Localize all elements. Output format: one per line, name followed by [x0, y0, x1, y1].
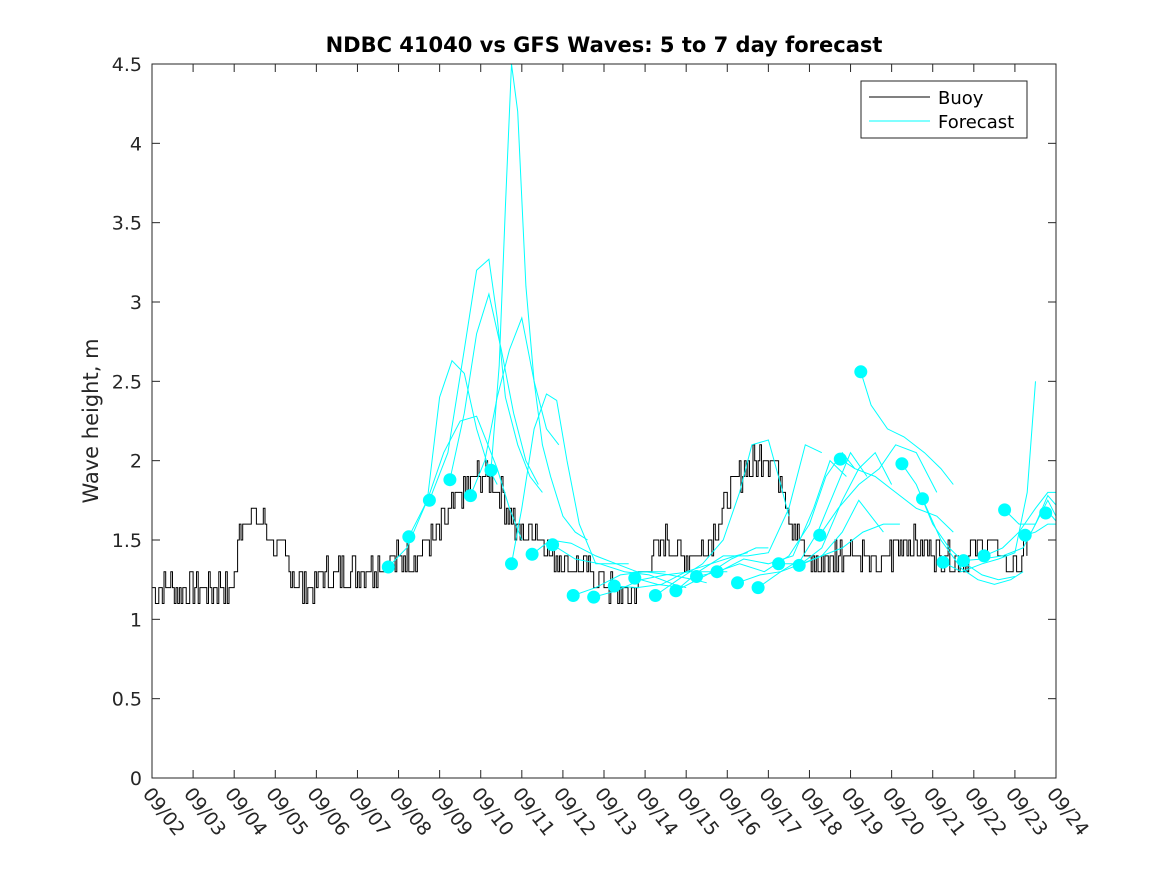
forecast-start-marker-11: [587, 590, 601, 604]
forecast-line-14: [655, 439, 790, 596]
forecast-start-marker-21: [792, 558, 806, 572]
forecast-start-marker-19: [751, 581, 765, 595]
forecast-start-marker-15: [669, 584, 683, 598]
forecast-start-marker-4: [443, 473, 457, 487]
legend-buoy-label: Buoy: [938, 88, 984, 109]
forecast-start-marker-22: [813, 528, 827, 542]
y-tick-label: 4: [130, 133, 142, 155]
y-tick-label: 2: [130, 451, 142, 473]
forecast-line-9: [552, 544, 687, 589]
forecast-line-6: [490, 63, 588, 541]
forecast-line-2: [408, 415, 523, 541]
y-tick-label: 3.5: [112, 213, 142, 235]
forecast-start-marker-31: [1018, 528, 1032, 542]
axes-box: [151, 63, 1057, 779]
chart-title: NDBC 41040 vs GFS Waves: 5 to 7 day fore…: [326, 33, 883, 57]
forecast-start-marker-25: [895, 457, 909, 471]
forecast-start-marker-24: [854, 365, 868, 379]
forecast-line-5: [470, 316, 560, 496]
y-tick-label: 0.5: [112, 689, 142, 711]
forecast-line-27: [942, 381, 1036, 573]
forecast-line-1: [387, 359, 498, 568]
y-tick-label: 2.5: [112, 371, 142, 393]
forecast-line-21: [799, 523, 900, 566]
y-tick-label: 1.5: [112, 530, 142, 552]
forecast-start-marker-6: [484, 463, 498, 477]
forecast-start-marker-3: [422, 493, 436, 507]
forecast-start-marker-27: [936, 555, 950, 569]
forecast-start-marker-16: [690, 570, 703, 583]
forecast-start-marker-23: [833, 452, 847, 466]
forecast-start-marker-32: [1039, 506, 1053, 520]
forecast-line-29: [983, 491, 1056, 557]
forecast-start-marker-17: [710, 565, 724, 579]
legend: Buoy Forecast: [860, 80, 1028, 139]
forecast-line-19: [757, 451, 893, 589]
forecast-start-marker-20: [772, 557, 786, 571]
axes-background: [152, 64, 1056, 778]
forecast-start-marker-8: [525, 547, 539, 561]
forecast-line-18: [737, 451, 868, 584]
forecast-line-30: [1004, 499, 1057, 525]
plot-area: [152, 63, 1057, 604]
forecast-start-marker-10: [566, 589, 580, 602]
forecast-start-marker-7: [505, 557, 518, 571]
forecast-start-marker-5: [464, 489, 477, 503]
forecast-line-4: [449, 292, 539, 485]
forecast-line-22: [819, 444, 938, 536]
forecast-start-marker-28: [957, 554, 970, 568]
y-tick-label: 1: [130, 609, 142, 631]
legend-box: [860, 80, 1028, 139]
forecast-line-13: [634, 547, 769, 589]
y-axis-label: Wave height, m: [79, 338, 103, 503]
y-tick-label: 3: [130, 292, 142, 314]
forecast-line-7: [511, 393, 629, 565]
forecast-start-marker-30: [998, 503, 1012, 517]
y-tick-label: 0: [130, 768, 142, 790]
forecast-start-marker-12: [607, 579, 621, 593]
forecast-start-marker-29: [977, 549, 991, 563]
forecast-line-26: [922, 498, 1024, 585]
forecast-line-25: [901, 463, 1015, 581]
forecast-start-marker-26: [916, 492, 929, 506]
forecast-start-marker-9: [546, 538, 560, 552]
forecast-start-marker-14: [648, 589, 662, 602]
y-tick-label: 4.5: [112, 54, 142, 76]
forecast-start-marker-2: [402, 530, 416, 544]
forecast-line-23: [840, 458, 954, 533]
forecast-line-24: [860, 371, 954, 485]
forecast-start-marker-18: [731, 576, 744, 590]
forecast-line-3: [428, 258, 543, 501]
forecast-start-marker-1: [381, 560, 395, 574]
forecast-line-15: [675, 444, 823, 592]
legend-forecast-label: Forecast: [938, 112, 1014, 133]
buoy-series-line: [152, 444, 1028, 604]
forecast-start-marker-13: [628, 571, 642, 585]
